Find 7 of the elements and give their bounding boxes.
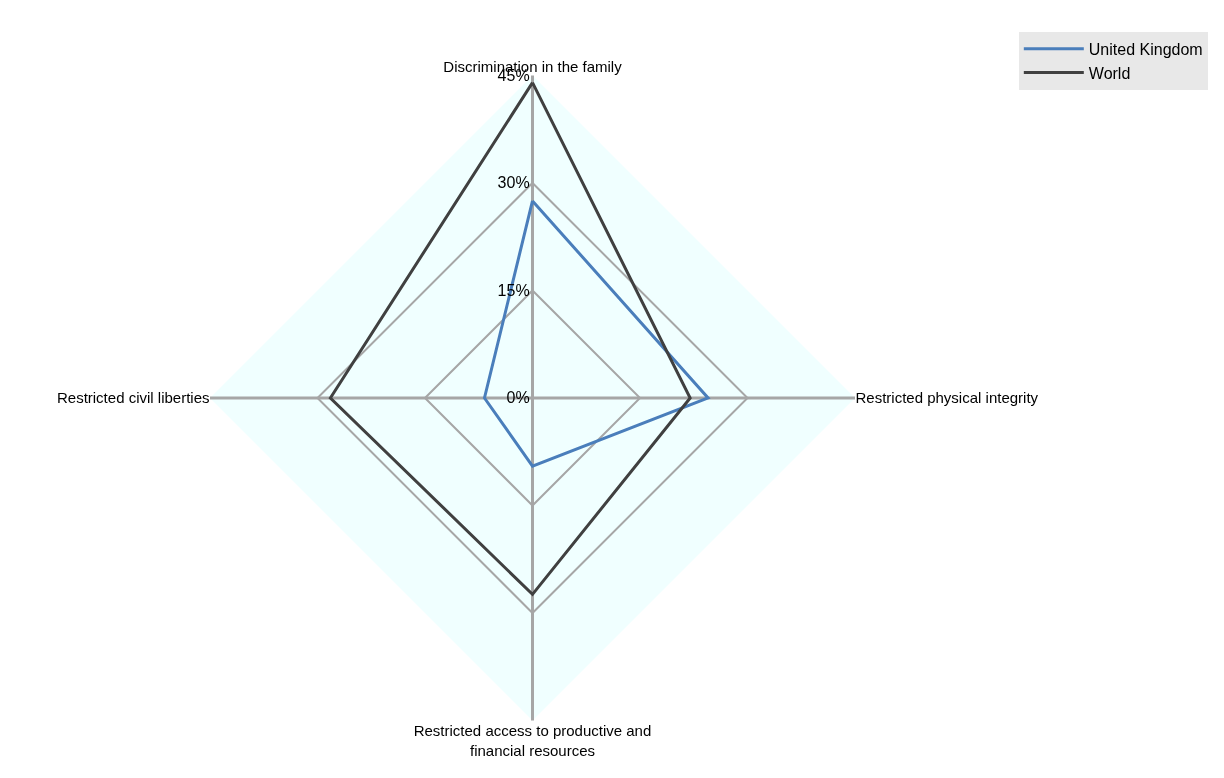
spoke-label: Restricted access to productive and financial resources: [413, 722, 652, 759]
legend-label: United Kingdom: [1088, 41, 1203, 59]
spoke-label: Restricted physical integrity: [855, 389, 1039, 407]
y-tick-label: 30%: [497, 174, 530, 192]
legend-label: World: [1088, 64, 1131, 82]
y-tick-label: 0%: [506, 389, 530, 407]
spoke-label: Restricted civil liberties: [56, 389, 210, 407]
